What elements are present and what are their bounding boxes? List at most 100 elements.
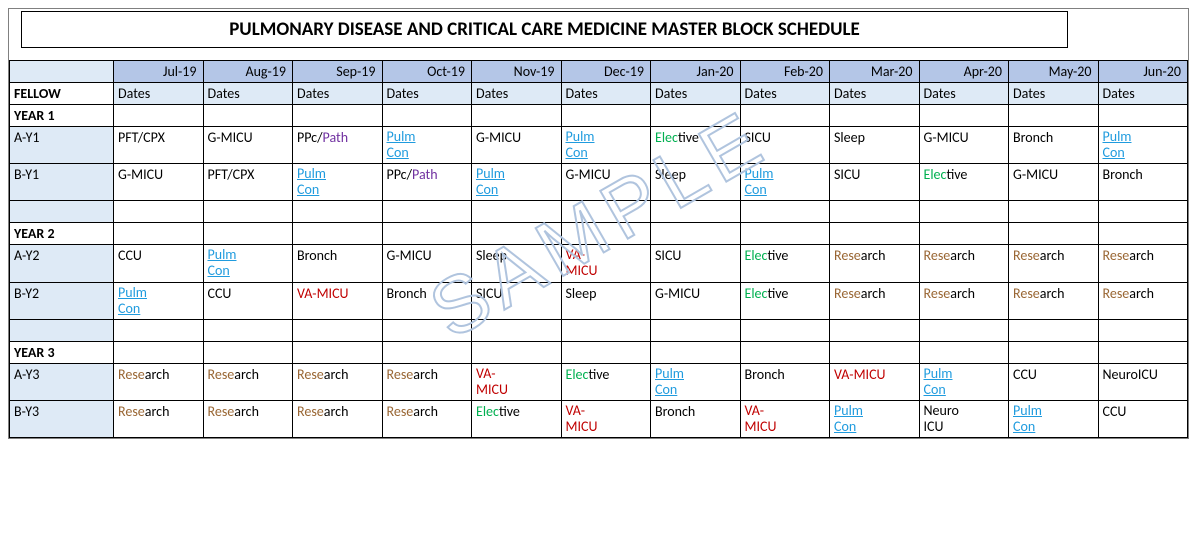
- rotation-cell: Bronch: [740, 363, 830, 400]
- rotation-text: arch: [413, 366, 438, 383]
- rotation-cell: Research: [114, 400, 204, 437]
- empty-cell: [203, 105, 293, 127]
- rotation-cell: SICU: [472, 282, 562, 319]
- rotation-text: Bronch: [655, 403, 695, 420]
- month-header: Apr-20: [919, 61, 1009, 83]
- rotation-text: VA-MICU: [834, 366, 886, 383]
- rotation-cell: SICU: [830, 164, 920, 201]
- rotation-cell: PulmCon: [114, 282, 204, 319]
- empty-cell: [114, 105, 204, 127]
- month-header-row: Jul-19Aug-19Sep-19Oct-19Nov-19Dec-19Jan-…: [10, 61, 1188, 83]
- rotation-text: Rese: [118, 403, 145, 420]
- rotation-cell: PulmCon: [561, 127, 651, 164]
- rotation-cell: Bronch: [293, 245, 383, 282]
- empty-cell: [919, 223, 1009, 245]
- rotation-cell: Research: [293, 363, 383, 400]
- dates-header: Dates: [114, 83, 204, 105]
- empty-cell: [1098, 319, 1188, 341]
- month-header: Jun-20: [1098, 61, 1188, 83]
- table-row: B-Y2PulmConCCUVA-MICUBronchSICUSleepG-MI…: [10, 282, 1188, 319]
- empty-cell: [382, 201, 472, 223]
- empty-cell: [293, 201, 383, 223]
- table-row: A-Y2CCUPulmConBronchG-MICUSleepVA-MICUSI…: [10, 245, 1188, 282]
- page-title: PULMONARY DISEASE AND CRITICAL CARE MEDI…: [21, 11, 1068, 48]
- fellow-row-label: B-Y1: [10, 164, 114, 201]
- rotation-text: PulmCon: [745, 165, 774, 198]
- rotation-cell: Research: [203, 363, 293, 400]
- month-header: Jul-19: [114, 61, 204, 83]
- rotation-cell: Elective: [740, 245, 830, 282]
- rotation-text: VA-: [476, 365, 496, 382]
- rotation-text: Sleep: [476, 247, 507, 264]
- rotation-cell: G-MICU: [1009, 164, 1099, 201]
- rotation-text: Rese: [834, 285, 861, 302]
- rotation-cell: NeuroICU: [919, 400, 1009, 437]
- blank-label: [10, 201, 114, 223]
- rotation-cell: PulmCon: [472, 164, 562, 201]
- rotation-text: Rese: [118, 366, 145, 383]
- rotation-cell: Elective: [919, 164, 1009, 201]
- rotation-text: arch: [145, 366, 170, 383]
- fellow-label: FELLOW: [10, 83, 114, 105]
- month-header: Sep-19: [293, 61, 383, 83]
- dates-header: Dates: [1009, 83, 1099, 105]
- rotation-cell: VA-MICU: [472, 363, 562, 400]
- dates-header: Dates: [561, 83, 651, 105]
- month-header: Nov-19: [472, 61, 562, 83]
- rotation-cell: PulmCon: [293, 164, 383, 201]
- rotation-text: Rese: [387, 403, 414, 420]
- blank-label: [10, 319, 114, 341]
- empty-cell: [740, 105, 830, 127]
- fellow-row-label: A-Y3: [10, 363, 114, 400]
- empty-cell: [472, 105, 562, 127]
- rotation-cell: Research: [919, 245, 1009, 282]
- rotation-cell: G-MICU: [651, 282, 741, 319]
- empty-cell: [203, 223, 293, 245]
- schedule-frame: PULMONARY DISEASE AND CRITICAL CARE MEDI…: [8, 8, 1189, 439]
- rotation-text: tive: [678, 129, 699, 146]
- rotation-text: Rese: [297, 403, 324, 420]
- rotation-cell: VA-MICU: [561, 245, 651, 282]
- empty-cell: [472, 201, 562, 223]
- header-blank: [10, 61, 114, 83]
- rotation-cell: Sleep: [472, 245, 562, 282]
- empty-cell: [919, 341, 1009, 363]
- rotation-text: arch: [861, 285, 886, 302]
- rotation-text: PFT/CPX: [208, 166, 255, 183]
- rotation-text: arch: [1040, 285, 1065, 302]
- rotation-text: Rese: [834, 247, 861, 264]
- empty-cell: [293, 223, 383, 245]
- rotation-cell: Bronch: [1009, 127, 1099, 164]
- rotation-text: CCU: [208, 285, 232, 302]
- rotation-text: Elec: [745, 285, 768, 302]
- rotation-cell: VA-MICU: [830, 363, 920, 400]
- year-section-label: YEAR 2: [10, 223, 114, 245]
- schedule-table: Jul-19Aug-19Sep-19Oct-19Nov-19Dec-19Jan-…: [9, 60, 1188, 438]
- table-row: YEAR 2: [10, 223, 1188, 245]
- rotation-text: SICU: [834, 166, 860, 183]
- rotation-cell: PulmCon: [1098, 127, 1188, 164]
- rotation-cell: Bronch: [382, 282, 472, 319]
- rotation-cell: G-MICU: [114, 164, 204, 201]
- rotation-text: CCU: [118, 247, 142, 264]
- rotation-cell: SICU: [651, 245, 741, 282]
- rotation-text: G-MICU: [476, 129, 521, 146]
- rotation-cell: Research: [830, 282, 920, 319]
- empty-cell: [114, 223, 204, 245]
- rotation-cell: PFT/CPX: [203, 164, 293, 201]
- rotation-cell: Sleep: [830, 127, 920, 164]
- rotation-cell: Bronch: [1098, 164, 1188, 201]
- rotation-text: arch: [234, 403, 259, 420]
- rotation-text: tive: [588, 366, 609, 383]
- rotation-cell: Elective: [651, 127, 741, 164]
- rotation-cell: Research: [382, 400, 472, 437]
- rotation-cell: Elective: [740, 282, 830, 319]
- rotation-text: G-MICU: [655, 285, 700, 302]
- month-header: Aug-19: [203, 61, 293, 83]
- rotation-cell: Research: [830, 245, 920, 282]
- rotation-cell: CCU: [1009, 363, 1099, 400]
- empty-cell: [203, 201, 293, 223]
- rotation-text: PulmCon: [924, 365, 953, 398]
- rotation-cell: G-MICU: [203, 127, 293, 164]
- dates-header: Dates: [293, 83, 383, 105]
